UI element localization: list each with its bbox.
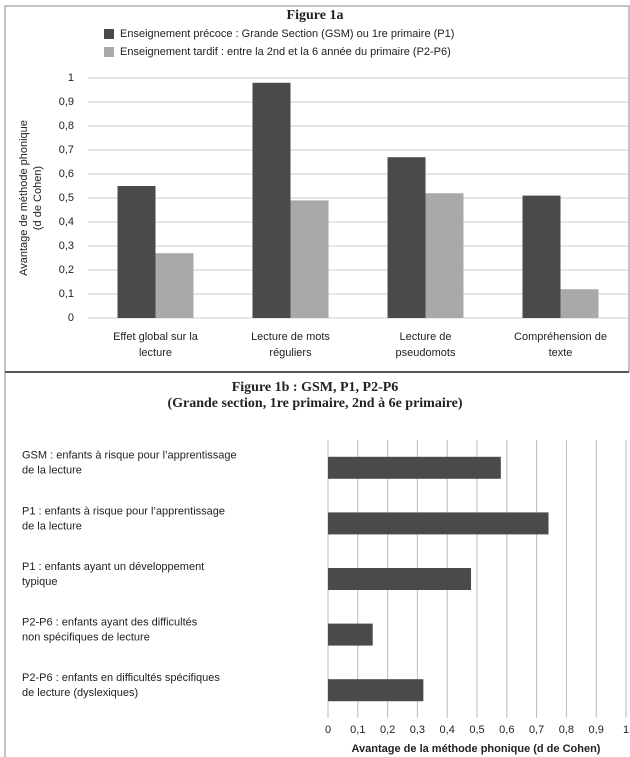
y-tick-label: GSM : enfants à risque pour l’apprentiss… [22, 450, 237, 462]
bar [387, 157, 426, 318]
y-axis-label: Avantage de méthode phonique [18, 120, 30, 276]
bar [560, 289, 599, 318]
x-axis-label: Avantage de la méthode phonique (d de Co… [352, 743, 601, 755]
x-tick-label: 1 [623, 724, 629, 736]
x-tick-label: texte [549, 347, 573, 359]
bar [328, 512, 549, 535]
y-tick-label: 0,9 [59, 96, 74, 108]
bar [155, 253, 194, 318]
x-tick-label: 0,8 [559, 724, 574, 736]
y-tick-label: P2-P6 : enfants ayant des difficultés [22, 617, 198, 629]
chart-title: Figure 1b : GSM, P1, P2-P6 [232, 380, 399, 395]
x-tick-label: 0,1 [350, 724, 365, 736]
y-tick-label: P2-P6 : enfants en difficultés spécifiqu… [22, 672, 220, 684]
x-tick-label: 0,3 [410, 724, 425, 736]
bar [522, 195, 561, 318]
bar [328, 623, 373, 646]
y-tick-label: P1 : enfants à risque pour l’apprentissa… [22, 505, 225, 517]
x-tick-label: lecture [139, 347, 172, 359]
y-tick-label: 0,4 [59, 216, 74, 228]
y-tick-label: 0,3 [59, 240, 74, 252]
x-tick-label: 0,6 [499, 724, 514, 736]
bar [290, 200, 329, 318]
y-tick-label: 0,1 [59, 288, 74, 300]
x-tick-label: Lecture de [400, 331, 452, 343]
y-axis-label: (d de Cohen) [32, 166, 44, 230]
y-tick-label: 0,8 [59, 120, 74, 132]
legend-swatch [104, 29, 114, 39]
bar [117, 186, 156, 318]
y-tick-label: non spécifiques de lecture [22, 632, 150, 644]
bar [252, 82, 291, 318]
x-tick-label: 0,2 [380, 724, 395, 736]
x-tick-label: pseudomots [396, 347, 456, 359]
bar [328, 456, 501, 479]
y-tick-label: de lecture (dyslexiques) [22, 687, 138, 699]
y-tick-label: de la lecture [22, 520, 82, 532]
x-tick-label: 0,7 [529, 724, 544, 736]
x-tick-label: 0,5 [469, 724, 484, 736]
bar [328, 568, 472, 590]
y-tick-label: P1 : enfants ayant un développement [22, 561, 204, 573]
x-tick-label: Effet global sur la [113, 331, 199, 343]
legend-swatch [104, 47, 114, 57]
y-tick-label: 0,7 [59, 144, 74, 156]
chart-title: (Grande section, 1re primaire, 2nd à 6e … [167, 396, 462, 411]
bar [425, 193, 464, 318]
x-tick-label: réguliers [269, 347, 312, 359]
x-tick-label: 0 [325, 724, 331, 736]
y-tick-label: 0,6 [59, 168, 74, 180]
bar [328, 679, 424, 702]
y-tick-label: 0 [68, 312, 74, 324]
x-tick-label: Compréhension de [514, 331, 607, 343]
x-tick-label: 0,9 [589, 724, 604, 736]
x-tick-label: Lecture de mots [251, 331, 330, 343]
chart-title: Figure 1a [287, 8, 344, 23]
y-tick-label: 0,2 [59, 264, 74, 276]
legend-label: Enseignement précoce : Grande Section (G… [120, 28, 454, 40]
x-tick-label: 0,4 [440, 724, 455, 736]
y-tick-label: typique [22, 576, 57, 588]
y-tick-label: 0,5 [59, 192, 74, 204]
y-tick-label: 1 [68, 72, 74, 84]
legend-label: Enseignement tardif : entre la 2nd et la… [120, 46, 451, 58]
y-tick-label: de la lecture [22, 465, 82, 477]
